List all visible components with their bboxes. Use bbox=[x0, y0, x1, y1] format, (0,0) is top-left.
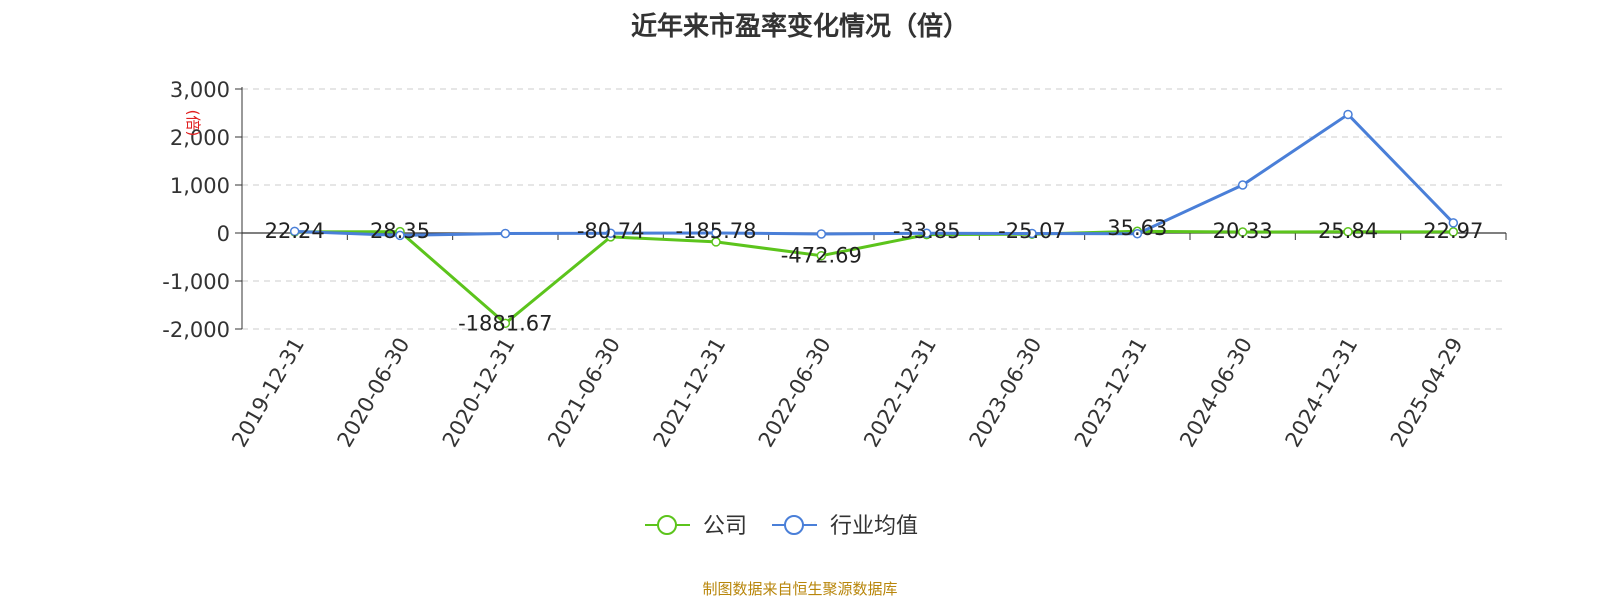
x-tick-label: 2023-06-30 bbox=[965, 334, 1047, 452]
data-point[interactable] bbox=[605, 228, 616, 238]
data-point[interactable] bbox=[1343, 109, 1353, 120]
y-tick-label: 0 bbox=[217, 222, 230, 246]
x-tick-label: 2020-06-30 bbox=[333, 334, 415, 452]
x-tick-label: 2024-06-30 bbox=[1175, 334, 1257, 452]
data-label: -80.74 bbox=[577, 219, 645, 243]
data-labels: 22.24 28.35 -1881.67 -80.74 -185.78 -472.69 -3… bbox=[265, 216, 1484, 335]
series-line-company bbox=[294, 229, 1454, 325]
y-tick-label: 1,000 bbox=[170, 174, 230, 198]
series-line-industry bbox=[294, 112, 1455, 237]
data-point[interactable] bbox=[816, 229, 827, 239]
data-label: -472.69 bbox=[781, 244, 862, 268]
grid-lines bbox=[242, 88, 1506, 330]
legend-item-industry[interactable]: 行业均值 bbox=[772, 514, 918, 539]
data-point[interactable] bbox=[395, 230, 405, 241]
x-tick-label: 2022-12-31 bbox=[859, 334, 941, 452]
data-point[interactable] bbox=[711, 237, 721, 247]
data-point[interactable] bbox=[1448, 227, 1459, 237]
data-label: 22.97 bbox=[1423, 219, 1483, 243]
data-label: -1881.67 bbox=[458, 311, 552, 335]
data-label: 35.63 bbox=[1107, 216, 1167, 240]
series-layer bbox=[289, 109, 1459, 329]
data-point[interactable] bbox=[500, 318, 511, 329]
legend-label: 行业均值 bbox=[830, 514, 918, 539]
data-point[interactable] bbox=[711, 228, 721, 238]
x-tick-label: 2019-12-31 bbox=[227, 334, 309, 452]
chart-title: 近年来市盈率变化情况（倍） bbox=[630, 12, 969, 42]
legend-marker bbox=[784, 515, 804, 535]
x-tick-label: 2021-12-31 bbox=[649, 334, 731, 452]
data-label: -25.07 bbox=[998, 219, 1066, 243]
legend-marker bbox=[657, 515, 677, 535]
data-point[interactable] bbox=[1027, 228, 1037, 239]
data-label: 28.35 bbox=[370, 219, 430, 243]
y-tick-label: -1,000 bbox=[162, 270, 230, 294]
x-tick-label: 2025-04-29 bbox=[1386, 334, 1468, 452]
y-tick-label: -2,000 bbox=[162, 318, 230, 342]
data-point[interactable] bbox=[500, 228, 511, 239]
data-label: -185.78 bbox=[675, 219, 756, 243]
legend-label: 公司 bbox=[703, 514, 747, 539]
data-point[interactable] bbox=[921, 228, 932, 238]
data-label: 22.24 bbox=[265, 219, 325, 243]
x-tick-label: 2021-06-30 bbox=[543, 334, 625, 452]
x-tick-label: 2023-12-31 bbox=[1070, 334, 1152, 452]
data-point[interactable] bbox=[1237, 227, 1248, 237]
data-point[interactable] bbox=[1448, 218, 1459, 228]
x-tick-label: 2022-06-30 bbox=[754, 334, 836, 452]
data-source-note: 制图数据来自恒生聚源数据库 bbox=[702, 580, 898, 598]
x-tick-label: 2020-12-31 bbox=[438, 334, 520, 452]
data-point[interactable] bbox=[1132, 228, 1143, 239]
data-label: 20.33 bbox=[1213, 219, 1273, 243]
y-tick-label: 3,000 bbox=[170, 78, 230, 102]
data-label: -33.85 bbox=[893, 219, 961, 243]
legend[interactable]: 公司 行业均值 bbox=[645, 514, 918, 539]
data-point[interactable] bbox=[289, 226, 300, 237]
data-point[interactable] bbox=[1343, 227, 1353, 237]
x-tick-label: 2024-12-31 bbox=[1281, 334, 1363, 452]
legend-item-company[interactable]: 公司 bbox=[645, 514, 747, 539]
y-tick-label: 2,000 bbox=[170, 126, 230, 150]
data-point[interactable] bbox=[1237, 180, 1248, 190]
data-label: 25.84 bbox=[1318, 219, 1378, 243]
data-point[interactable] bbox=[816, 250, 827, 261]
y-axis-label: (倍) bbox=[184, 110, 202, 137]
